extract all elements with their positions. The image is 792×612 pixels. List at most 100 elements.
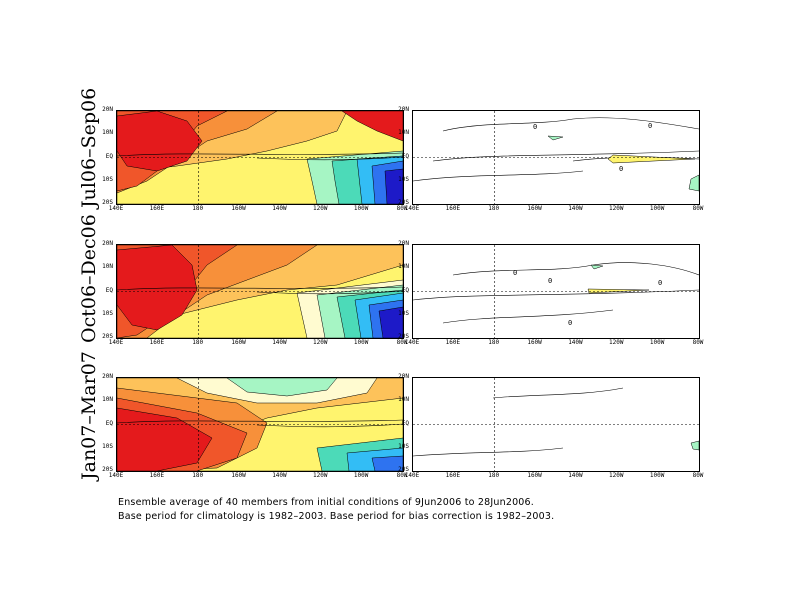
lon-tick-label: 180 bbox=[488, 472, 500, 479]
lat-tick-label: 10S bbox=[398, 442, 409, 450]
lon-tick-label: 160W bbox=[231, 472, 246, 479]
lon-tick-label: 180 bbox=[488, 339, 500, 346]
lat-tick-label: 20N bbox=[102, 373, 113, 380]
lon-tick-label: 80W bbox=[396, 205, 408, 212]
lon-tick-label: 140W bbox=[568, 472, 583, 479]
lon-tick-label: 100W bbox=[649, 339, 665, 346]
lat-tick-label: 20N bbox=[398, 240, 409, 247]
footer-line-1: Ensemble average of 40 members from init… bbox=[118, 497, 535, 508]
lat-tick-label: EQ bbox=[105, 152, 113, 160]
lon-tick-label: 100W bbox=[353, 205, 369, 212]
lon-tick-label: 100W bbox=[353, 339, 369, 346]
lon-tick-label: 160E bbox=[149, 205, 165, 212]
contour-line bbox=[413, 170, 584, 182]
lat-tick-label: 20S bbox=[102, 466, 113, 473]
lon-tick-label: 120W bbox=[313, 339, 328, 346]
lon-tick-label: 140W bbox=[568, 205, 583, 212]
map-panel-r1-c2: 0 0 0 bbox=[412, 110, 700, 205]
lon-tick-label: 100W bbox=[649, 472, 665, 479]
row-label-3: Jan07–Mar07 bbox=[78, 351, 100, 480]
lon-tick-label: 120W bbox=[609, 205, 624, 212]
row-label-2: Oct06–Dec06 bbox=[78, 214, 100, 343]
contour-line bbox=[432, 150, 699, 162]
lon-tick-label: 100W bbox=[649, 205, 665, 212]
contour-line bbox=[117, 419, 403, 424]
lon-tick-label: 120W bbox=[609, 472, 624, 479]
contour-line bbox=[452, 262, 699, 276]
lat-tick-label: 10N bbox=[102, 396, 113, 404]
anomaly-blob-3 bbox=[688, 174, 699, 192]
map-panel-r1-c1 bbox=[116, 110, 404, 205]
lon-tick-label: 140W bbox=[568, 339, 583, 346]
lon-tick-label: 140E bbox=[404, 472, 420, 479]
lon-tick-label: 140W bbox=[272, 339, 287, 346]
contour-label-zero: 0 bbox=[568, 319, 572, 327]
lat-tick-label: 20S bbox=[398, 466, 409, 473]
lon-tick-label: 160W bbox=[231, 205, 246, 212]
lon-tick-label: 140E bbox=[108, 205, 124, 212]
lon-tick-label: 140E bbox=[108, 472, 124, 479]
lat-tick-label: 20S bbox=[398, 333, 409, 340]
lat-tick-label: 20S bbox=[102, 199, 113, 206]
lat-tick-label: 10S bbox=[102, 442, 113, 450]
lat-tick-label: 10N bbox=[398, 396, 409, 404]
lat-tick-label: EQ bbox=[401, 152, 409, 160]
lat-tick-label: 10N bbox=[102, 129, 113, 137]
contour-line bbox=[442, 117, 699, 132]
contour-line bbox=[442, 309, 614, 324]
lat-tick-label: 20N bbox=[398, 106, 409, 113]
lon-tick-label: 180 bbox=[192, 472, 204, 479]
lat-tick-label: EQ bbox=[401, 419, 409, 427]
lat-tick-label: 20N bbox=[102, 240, 113, 247]
map-panel-r3-c2 bbox=[412, 377, 700, 472]
contour-label-zero: 0 bbox=[648, 122, 652, 130]
lon-tick-label: 180 bbox=[488, 205, 500, 212]
contour-fill-5 bbox=[117, 245, 198, 331]
lon-tick-label: 140E bbox=[404, 339, 420, 346]
contour-line bbox=[117, 152, 403, 157]
lat-tick-label: EQ bbox=[401, 286, 409, 294]
lat-tick-label: EQ bbox=[105, 419, 113, 427]
contour-fill-11 bbox=[378, 306, 403, 338]
contour-line bbox=[413, 447, 564, 457]
lat-tick-label: 20N bbox=[102, 106, 113, 113]
contour-line bbox=[256, 156, 403, 161]
contour-fill-7 bbox=[226, 378, 338, 397]
map-plot bbox=[413, 378, 699, 471]
lon-tick-label: 80W bbox=[692, 472, 704, 479]
contour-label-zero: 0 bbox=[658, 279, 662, 287]
lon-tick-label: 180 bbox=[192, 339, 204, 346]
footer-line-2: Base period for climatology is 1982–2003… bbox=[118, 511, 555, 522]
lon-tick-label: 140E bbox=[404, 205, 420, 212]
map-plot bbox=[117, 378, 403, 471]
contour-fill-5 bbox=[117, 407, 213, 471]
contour-line bbox=[256, 290, 403, 295]
lon-tick-label: 120W bbox=[313, 205, 328, 212]
contour-fill-11 bbox=[384, 168, 403, 204]
lon-tick-label: 160E bbox=[149, 339, 165, 346]
lon-tick-label: 160E bbox=[149, 472, 165, 479]
lon-tick-label: 160E bbox=[445, 205, 461, 212]
lat-tick-label: 20N bbox=[398, 373, 409, 380]
lon-tick-label: 140W bbox=[272, 205, 287, 212]
contour-fill-10 bbox=[371, 455, 403, 471]
contour-label-zero: 0 bbox=[533, 123, 537, 131]
anomaly-blob-2 bbox=[590, 264, 604, 270]
lon-tick-label: 160W bbox=[527, 472, 542, 479]
contour-line bbox=[117, 286, 403, 291]
contour-line bbox=[413, 289, 699, 301]
map-plot bbox=[117, 245, 403, 338]
lat-tick-label: 10S bbox=[398, 175, 409, 183]
lon-tick-label: 180 bbox=[192, 205, 204, 212]
lat-tick-label: 10N bbox=[102, 263, 113, 271]
lat-tick-label: 10S bbox=[102, 175, 113, 183]
anomaly-blob-1 bbox=[607, 154, 696, 164]
lon-tick-label: 80W bbox=[396, 472, 408, 479]
lat-tick-label: 10S bbox=[398, 309, 409, 317]
lat-tick-label: 20S bbox=[398, 199, 409, 206]
map-plot: 0 0 0 0 bbox=[413, 245, 699, 338]
map-panel-r2-c2: 0 0 0 0 bbox=[412, 244, 700, 339]
map-plot: 0 0 0 bbox=[413, 111, 699, 204]
contour-label-zero: 0 bbox=[619, 165, 623, 173]
lat-tick-label: 20S bbox=[102, 333, 113, 340]
